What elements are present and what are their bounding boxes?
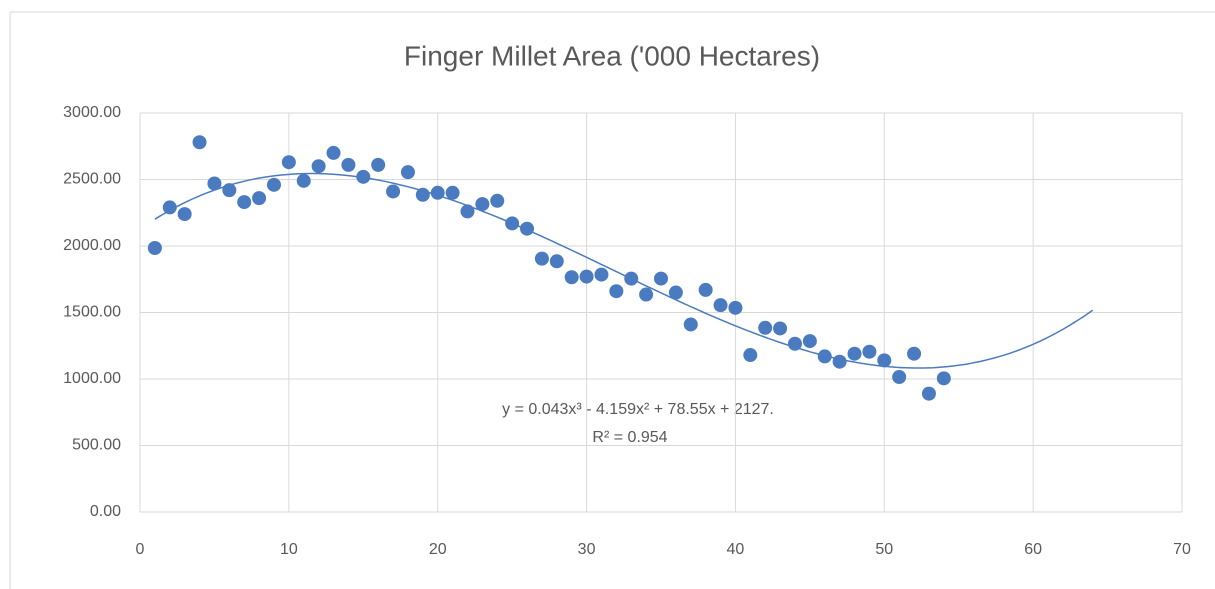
point — [475, 197, 490, 212]
point — [296, 173, 311, 188]
point — [639, 287, 654, 302]
point — [490, 193, 505, 208]
x-tick-label: 70 — [1173, 541, 1191, 558]
point — [415, 187, 430, 202]
point — [728, 300, 743, 315]
point — [281, 155, 296, 170]
x-tick-label: 30 — [578, 541, 596, 558]
y-tick-label: 500.00 — [72, 437, 121, 454]
point — [773, 321, 788, 336]
point — [564, 270, 579, 285]
point — [921, 386, 936, 401]
x-tick-label: 10 — [280, 541, 298, 558]
x-tick-label: 40 — [727, 541, 745, 558]
point — [162, 200, 177, 215]
point — [505, 216, 520, 231]
y-tick-label: 1000.00 — [63, 370, 121, 387]
point — [430, 185, 445, 200]
y-tick-label: 3000.00 — [63, 104, 121, 121]
point — [207, 176, 222, 191]
chart-title: Finger Millet Area ('000 Hectares) — [404, 40, 820, 71]
point — [624, 271, 639, 286]
x-tick-label: 0 — [136, 541, 145, 558]
point — [892, 370, 907, 385]
y-tick-label: 1500.00 — [63, 304, 121, 321]
point — [460, 204, 475, 219]
point — [787, 336, 802, 351]
point — [683, 317, 698, 332]
point — [877, 353, 892, 368]
point — [743, 348, 758, 363]
point — [192, 135, 207, 150]
point — [594, 267, 609, 282]
point — [147, 240, 162, 255]
point — [520, 221, 535, 236]
annotation: y = 0.043x³ - 4.159x² + 78.55x + 2127. — [502, 401, 774, 418]
point — [579, 269, 594, 284]
y-tick-label: 2000.00 — [63, 237, 121, 254]
point — [386, 184, 401, 199]
point — [237, 195, 252, 210]
point — [802, 334, 817, 349]
point — [609, 284, 624, 299]
point — [534, 251, 549, 266]
point — [654, 271, 668, 286]
point — [713, 298, 728, 313]
point — [847, 346, 862, 361]
point — [371, 157, 386, 172]
annotation: R² = 0.954 — [592, 429, 667, 446]
point — [341, 157, 356, 172]
grid — [139, 112, 1183, 513]
y-tick-label: 2500.00 — [63, 171, 121, 188]
point — [400, 165, 415, 180]
point — [907, 346, 922, 361]
point — [698, 282, 713, 297]
point — [758, 320, 773, 335]
point — [668, 285, 683, 300]
point — [311, 159, 326, 174]
point — [549, 254, 564, 269]
point — [936, 371, 951, 386]
point — [356, 169, 371, 184]
point — [817, 349, 832, 364]
point — [266, 177, 281, 192]
trendline — [154, 172, 1094, 369]
point — [252, 191, 267, 206]
point — [445, 185, 460, 200]
point — [832, 354, 847, 369]
point — [177, 207, 192, 222]
x-tick-label: 50 — [875, 541, 893, 558]
x-tick-label: 20 — [429, 541, 447, 558]
point — [862, 344, 877, 359]
x-tick-label: 60 — [1024, 541, 1042, 558]
point — [326, 145, 341, 160]
y-tick-label: 0.00 — [90, 503, 121, 520]
point — [222, 183, 237, 198]
